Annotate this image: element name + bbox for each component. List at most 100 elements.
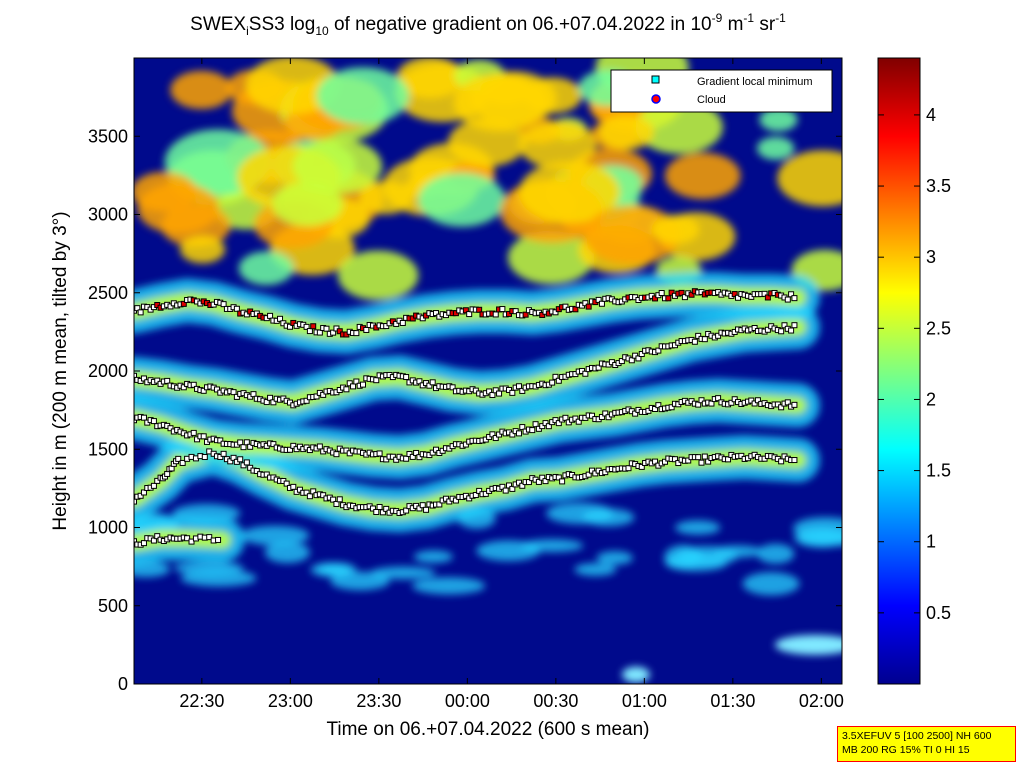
gradient-minimum-marker: [134, 498, 137, 505]
x-tick-label: 00:30: [533, 691, 578, 711]
gradient-minimum-marker: [323, 325, 330, 332]
heat-blob: [245, 58, 341, 115]
heat-blob-low: [173, 561, 244, 575]
heatmap-area: [134, 58, 842, 684]
gradient-minimum-marker: [429, 379, 436, 386]
gradient-minimum-marker: [426, 382, 433, 389]
gradient-minimum-marker: [552, 373, 559, 380]
gradient-minimum-marker: [220, 301, 227, 308]
gradient-minimum-marker: [316, 443, 323, 450]
gradient-minimum-marker: [403, 374, 410, 381]
gradient-minimum-marker: [419, 502, 426, 509]
gradient-minimum-marker: [389, 453, 396, 460]
gradient-minimum-marker: [515, 430, 522, 437]
gradient-minimum-marker: [452, 497, 459, 504]
gradient-minimum-marker: [791, 401, 798, 408]
y-tick-label: 1000: [88, 518, 128, 538]
gradient-minimum-marker: [695, 454, 702, 461]
gradient-minimum-marker: [409, 453, 416, 460]
cloud-marker: [522, 311, 529, 318]
y-tick-label: 2500: [88, 283, 128, 303]
cloud-marker: [731, 291, 738, 298]
gradient-minimum-marker: [201, 454, 208, 461]
gradient-minimum-marker: [595, 296, 602, 303]
gradient-minimum-marker: [333, 451, 340, 458]
heat-blob: [396, 58, 464, 99]
gradient-minimum-marker: [247, 443, 254, 450]
heat-blob: [418, 173, 506, 227]
gradient-minimum-marker: [549, 379, 556, 386]
gradient-minimum-marker: [154, 477, 161, 484]
gradient-minimum-marker: [668, 404, 675, 411]
gradient-minimum-marker: [572, 415, 579, 422]
heat-blob-low: [413, 550, 453, 563]
gradient-minimum-marker: [154, 377, 161, 384]
gradient-minimum-marker: [662, 458, 668, 465]
gradient-minimum-marker: [705, 458, 712, 465]
heat-blob-low: [757, 543, 795, 564]
gradient-minimum-marker: [489, 431, 496, 438]
gradient-minimum-marker: [350, 383, 357, 390]
heat-blob-low: [574, 563, 617, 577]
gradient-minimum-marker: [499, 483, 506, 490]
gradient-minimum-marker: [519, 482, 526, 489]
heat-blob: [337, 250, 419, 301]
gradient-minimum-marker: [237, 439, 244, 446]
heat-blob: [179, 235, 226, 264]
colorbar-ticks: 0.5 1 1.5 2 2.5 3 3.5 4: [878, 105, 951, 623]
gradient-minimum-marker: [489, 391, 496, 398]
heat-blob: [170, 70, 233, 110]
gradient-minimum-marker: [137, 309, 144, 316]
gradient-minimum-marker: [330, 496, 337, 503]
gradient-minimum-marker: [519, 424, 526, 431]
y-axis-ticks: 0 500 1000 1500 2000 2500 3000 3500: [88, 126, 842, 694]
gradient-minimum-marker: [555, 377, 562, 384]
gradient-minimum-marker: [764, 326, 771, 333]
colorbar-tick-label: 0.5: [926, 603, 951, 623]
gradient-minimum-marker: [492, 435, 499, 442]
gradient-minimum-marker: [403, 455, 410, 462]
gradient-minimum-marker: [655, 347, 662, 354]
gradient-minimum-marker: [598, 300, 605, 307]
gradient-minimum-marker: [167, 425, 174, 432]
gradient-minimum-marker: [681, 294, 688, 301]
gradient-minimum-marker: [496, 390, 503, 397]
gradient-minimum-marker: [167, 303, 174, 310]
cloud-marker: [585, 303, 592, 310]
gradient-minimum-marker: [778, 458, 785, 465]
y-tick-label: 1500: [88, 439, 128, 459]
gradient-minimum-marker: [784, 296, 791, 303]
gradient-minimum-marker: [519, 387, 526, 394]
gradient-minimum-marker: [290, 483, 297, 490]
gradient-minimum-marker: [306, 328, 313, 335]
heat-blob: [664, 152, 741, 200]
gradient-minimum-marker: [227, 458, 234, 465]
legend-label-gradient-minimum: Gradient local minimum: [697, 76, 813, 88]
gradient-minimum-marker: [134, 372, 137, 379]
gradient-minimum-marker: [618, 358, 625, 365]
gradient-minimum-marker: [250, 391, 257, 398]
gradient-minimum-marker: [134, 538, 137, 545]
gradient-minimum-marker: [283, 480, 290, 487]
legend-marker-cloud: [651, 94, 661, 104]
gradient-minimum-marker: [206, 534, 213, 541]
y-tick-label: 3500: [88, 126, 128, 146]
gradient-minimum-marker: [240, 444, 247, 451]
gradient-minimum-marker: [595, 364, 602, 371]
gradient-minimum-marker: [376, 450, 383, 457]
gradient-minimum-marker: [632, 410, 639, 417]
gradient-minimum-marker: [436, 501, 443, 508]
gradient-minimum-marker: [535, 478, 542, 485]
gradient-minimum-marker: [263, 399, 270, 406]
gradient-minimum-marker: [602, 410, 609, 417]
gradient-minimum-marker: [695, 332, 702, 339]
colorbar-tick-label: 1: [926, 532, 936, 552]
gradient-minimum-marker: [778, 404, 785, 411]
colorbar-tick-label: 2.5: [926, 318, 951, 338]
gradient-minimum-marker: [270, 399, 277, 406]
heat-blob: [358, 180, 413, 215]
gradient-minimum-marker: [303, 397, 310, 404]
gradient-minimum-marker: [267, 312, 274, 319]
x-axis-label: Time on 06.+07.04.2022 (600 s mean): [326, 719, 649, 740]
